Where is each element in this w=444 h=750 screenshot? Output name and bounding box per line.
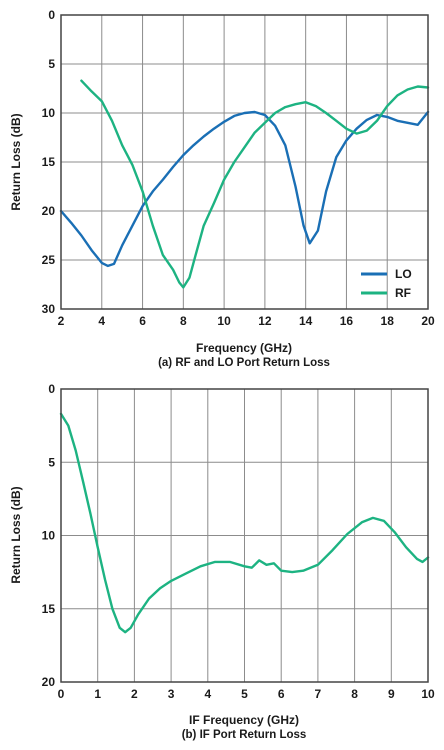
- x-tick-label: 9: [388, 687, 395, 701]
- y-tick-label: 0: [48, 382, 55, 396]
- chart-b-x-tick-labels: 0 1 2 3 4 5 6 7 8 9 10: [58, 687, 435, 701]
- x-tick-label: 6: [278, 687, 285, 701]
- chart-a-lines: [59, 79, 430, 289]
- series-line-rf: [80, 79, 430, 289]
- chart-b-grid: [61, 389, 428, 682]
- x-tick-label: 1: [94, 687, 101, 701]
- x-tick-label: 8: [351, 687, 358, 701]
- chart-a: 2 4 6 8 10 12 14 16 18 20 0 5 10 15 20 25 30 Frequency …: [9, 8, 435, 369]
- chart-b-x-axis-label: IF Frequency (GHz): [189, 713, 299, 727]
- y-tick-label: 0: [48, 8, 55, 22]
- y-tick-label: 15: [42, 155, 56, 169]
- x-tick-label: 3: [168, 687, 175, 701]
- y-tick-label: 20: [42, 204, 56, 218]
- chart-b: 0 1 2 3 4 5 6 7 8 9 10 0 5 10 15 20 IF Frequency (GHz)…: [9, 382, 435, 741]
- x-tick-label: 7: [315, 687, 322, 701]
- x-tick-label: 12: [258, 314, 272, 328]
- y-tick-label: 25: [42, 253, 56, 267]
- y-tick-label: 30: [42, 302, 56, 316]
- x-tick-label: 0: [58, 687, 65, 701]
- chart-b-y-axis-label: Return Loss (dB): [9, 486, 23, 583]
- y-tick-label: 10: [42, 106, 56, 120]
- x-tick-label: 16: [340, 314, 354, 328]
- chart-a-caption: (a) RF and LO Port Return Loss: [158, 357, 330, 369]
- x-tick-label: 14: [299, 314, 313, 328]
- series-line-if: [59, 412, 430, 634]
- chart-a-x-tick-labels: 2 4 6 8 10 12 14 16 18 20: [58, 314, 435, 328]
- x-tick-label: 2: [58, 314, 65, 328]
- chart-a-x-axis-label: Frequency (GHz): [196, 341, 292, 355]
- chart-b-y-tick-labels: 0 5 10 15 20: [42, 382, 56, 689]
- chart-a-grid: [61, 15, 428, 309]
- x-tick-label: 5: [241, 687, 248, 701]
- x-tick-label: 4: [98, 314, 105, 328]
- x-tick-label: 10: [421, 687, 435, 701]
- y-tick-label: 5: [48, 57, 55, 71]
- y-tick-label: 15: [42, 602, 56, 616]
- x-tick-label: 18: [381, 314, 395, 328]
- chart-b-lines: [59, 412, 430, 634]
- x-tick-label: 8: [180, 314, 187, 328]
- chart-b-frame: [60, 388, 429, 683]
- x-tick-label: 2: [131, 687, 138, 701]
- chart-a-frame: [60, 14, 429, 310]
- x-tick-label: 4: [204, 687, 211, 701]
- legend-rf-label: RF: [395, 286, 411, 300]
- x-tick-label: 10: [217, 314, 231, 328]
- y-tick-label: 20: [42, 675, 56, 689]
- y-tick-label: 5: [48, 455, 55, 469]
- chart-b-caption: (b) IF Port Return Loss: [182, 729, 307, 741]
- x-tick-label: 20: [421, 314, 435, 328]
- chart-a-y-tick-labels: 0 5 10 15 20 25 30: [42, 8, 56, 316]
- chart-a-y-axis-label: Return Loss (dB): [9, 113, 23, 210]
- series-line-lo: [59, 110, 430, 268]
- chart-a-legend: LO RF: [361, 267, 412, 300]
- x-tick-label: 6: [139, 314, 146, 328]
- legend-lo-label: LO: [395, 267, 412, 281]
- y-tick-label: 10: [42, 529, 56, 543]
